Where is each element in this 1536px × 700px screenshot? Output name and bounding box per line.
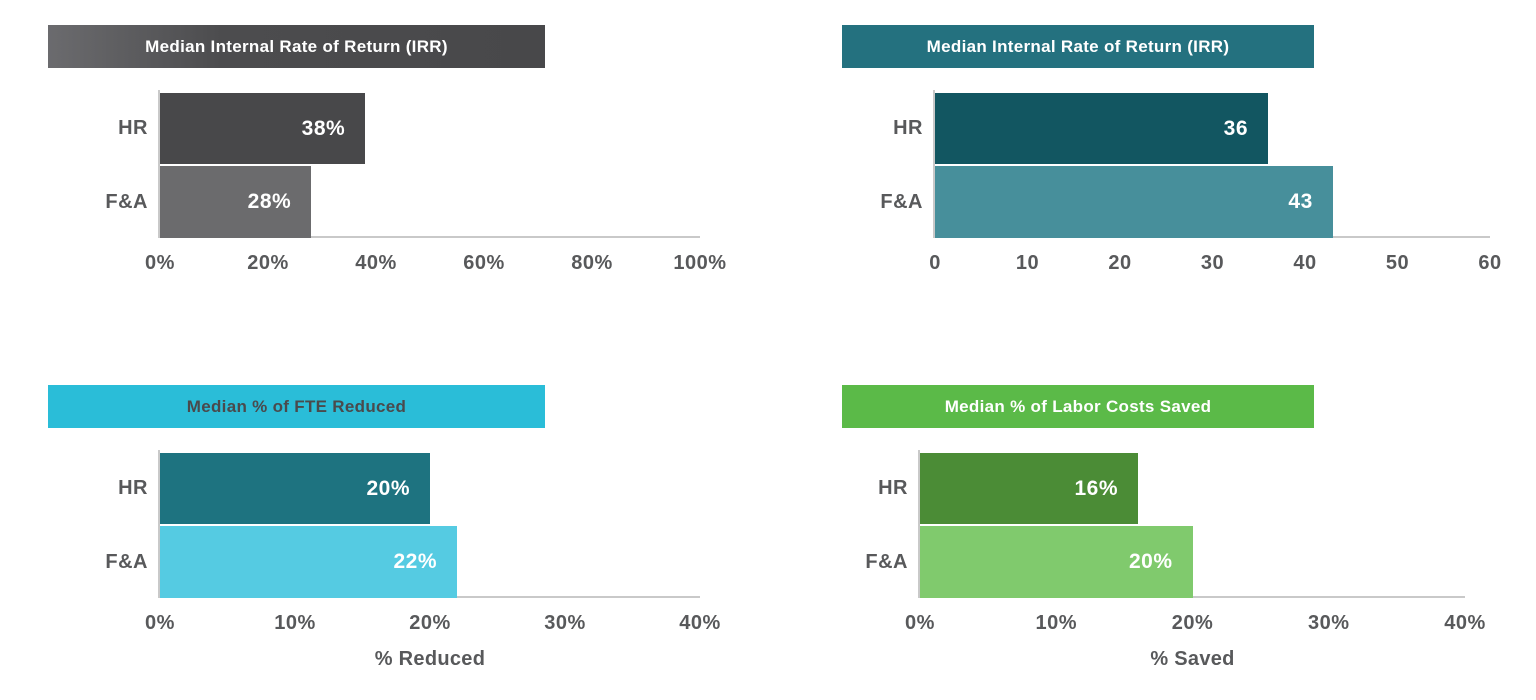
y-axis-line [933,90,935,238]
bar-value-label: 38% [301,116,346,140]
x-tick-label: 0% [145,612,175,634]
x-tick-label: 60% [463,252,505,274]
category-label: F&A [105,551,148,573]
x-tick-label: 50 [1385,252,1410,274]
x-tick-label: 10% [1035,612,1078,634]
x-tick-label: 60 [1478,252,1502,274]
plot-area: HR F&A 36 43 0 10 20 30 40 50 60 [842,90,1501,278]
bar: 38% [160,93,366,164]
chart-title-banner: Median Internal Rate of Return (IRR) [48,25,545,68]
x-tick-label: 0% [145,252,175,274]
bar-value-label: 16% [1074,476,1118,500]
x-tick-label: 0 [929,252,941,274]
chart-median-fte-reduced: Median % of FTE Reduced HR F&A 20% 22% 0… [48,385,720,671]
chart-median-irr-points: Median Internal Rate of Return (IRR) HR … [842,25,1501,278]
chart-title: Median Internal Rate of Return (IRR) [926,36,1230,56]
x-axis-ticks: 0% 20% 40% 60% 80% 100% [145,252,726,278]
category-label: F&A [880,191,923,213]
x-tick-label: 10% [274,612,316,634]
x-axis-line [158,236,700,238]
x-tick-label: 100% [673,252,727,274]
plot-area: HR F&A 20% 22% 0% 10% 20% 30% 40% % Reduced [48,450,720,671]
x-tick-label: 40% [1444,612,1486,634]
bar: 22% [160,526,457,598]
x-tick-label: 40% [679,612,721,634]
y-axis-line [158,450,160,598]
x-tick-label: 40 [1293,252,1317,274]
x-tick-label: 30% [1307,612,1350,634]
chart-title-banner: Median % of FTE Reduced [48,385,545,428]
category-label: HR [878,477,908,499]
chart-median-irr-percent: Median Internal Rate of Return (IRR) HR … [48,25,726,278]
category-label: HR [118,117,148,139]
plot-area: HR F&A 16% 20% 0% 10% 20% 30% 40% % Saved [842,450,1485,671]
chart-title-banner: Median Internal Rate of Return (IRR) [842,25,1314,68]
x-tick-label: 30 [1200,252,1225,274]
bar: 28% [160,166,312,238]
category-label: HR [118,477,148,499]
category-label: F&A [865,551,908,573]
bar: 20% [160,453,430,524]
x-tick-label: 20% [409,612,451,634]
bar: 20% [920,526,1193,598]
x-tick-label: 10 [1015,252,1040,274]
bar: 36 [935,93,1268,164]
y-axis-line [158,90,160,238]
x-tick-label: 20% [1171,612,1214,634]
x-tick-label: 80% [571,252,613,274]
bar-value-label: 20% [1128,550,1173,573]
bar: 43 [935,166,1333,238]
bar-value-label: 20% [366,476,410,500]
x-axis-title: % Reduced [374,648,486,670]
x-axis-ticks: 0 10 20 30 40 50 60 [929,252,1501,278]
x-axis-title: % Saved [1150,648,1235,670]
category-label: HR [893,117,923,139]
chart-title: Median % of Labor Costs Saved [944,396,1212,416]
bar-value-label: 28% [247,190,292,213]
x-tick-label: 30% [544,612,586,634]
x-tick-label: 20 [1108,252,1132,274]
plot-area: HR F&A 38% 28% 0% 20% 40% 60% 80% 100% [48,90,726,278]
y-axis-line [918,450,920,598]
x-axis-ticks: 0% 10% 20% 30% 40% [905,612,1485,638]
category-label: F&A [105,191,148,213]
x-tick-label: 0% [905,612,935,634]
bar: 16% [920,453,1138,524]
chart-title: Median % of FTE Reduced [186,396,407,416]
chart-title-banner: Median % of Labor Costs Saved [842,385,1314,428]
chart-median-labor-costs-saved: Median % of Labor Costs Saved HR F&A 16%… [842,385,1485,671]
bar-value-label: 43 [1288,190,1313,213]
x-tick-label: 20% [247,252,289,274]
x-axis-ticks: 0% 10% 20% 30% 40% [145,612,720,638]
bar-value-label: 36 [1223,116,1248,140]
x-tick-label: 40% [355,252,397,274]
bar-value-label: 22% [393,550,437,573]
chart-title: Median Internal Rate of Return (IRR) [145,36,448,56]
